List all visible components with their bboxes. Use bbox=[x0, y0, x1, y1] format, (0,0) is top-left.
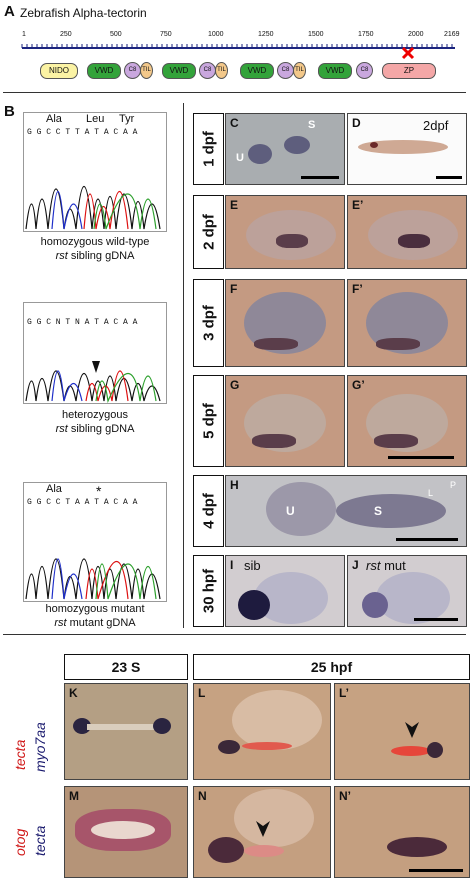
scale-bar bbox=[414, 618, 458, 621]
side-label-2: otog tecta bbox=[12, 825, 48, 856]
scale-bar bbox=[436, 176, 462, 179]
tick-label: 250 bbox=[60, 31, 72, 38]
aa-label: Ala bbox=[46, 483, 62, 495]
image-panel-d: D 2dpf bbox=[347, 113, 467, 185]
panel-b-letter: B bbox=[4, 103, 15, 120]
scale-bar bbox=[396, 538, 458, 541]
tick-label: 1000 bbox=[208, 31, 224, 38]
domain-vwd: VWD bbox=[87, 63, 121, 79]
section-divider bbox=[3, 92, 466, 93]
domain-vwd: VWD bbox=[162, 63, 196, 79]
domain-til: TIL bbox=[140, 62, 153, 79]
domain-vwd: VWD bbox=[318, 63, 352, 79]
image-panel-l-prime: L’ bbox=[334, 683, 470, 780]
domain-til: TIL bbox=[215, 62, 228, 79]
trace-plot bbox=[25, 558, 161, 600]
image-panel-f: F bbox=[225, 279, 345, 367]
image-panel-c: C U S bbox=[225, 113, 345, 185]
row-label-4dpf: 4 dpf bbox=[193, 475, 224, 547]
aa-label: Ala bbox=[46, 113, 62, 125]
mutation-star-icon bbox=[401, 46, 415, 60]
tick-label: 1750 bbox=[358, 31, 374, 38]
domain-c8: C8 bbox=[199, 62, 216, 79]
tick-label: 1 bbox=[22, 31, 26, 38]
image-panel-e: E bbox=[225, 195, 345, 269]
caption-wild-type: homozygous wild-type rst sibling gDNA bbox=[40, 236, 150, 262]
arrowhead-icon bbox=[256, 821, 270, 837]
arrowhead-icon bbox=[92, 361, 100, 373]
caption-mutant: homozygous mutant rst mutant gDNA bbox=[45, 603, 145, 629]
row-label-1dpf: 1 dpf bbox=[193, 113, 224, 185]
aa-label: Leu bbox=[86, 113, 105, 125]
image-panel-n-prime: N’ bbox=[334, 786, 470, 878]
aa-label: Tyr bbox=[119, 113, 135, 125]
vertical-divider bbox=[183, 103, 184, 628]
domain-til: TIL bbox=[293, 62, 306, 79]
domain-c8: C8 bbox=[124, 62, 141, 79]
chromatogram-wild-type: Ala Leu Tyr G G C C T T A T A C A A bbox=[23, 112, 167, 232]
row-label-30hpf: 30 hpf bbox=[193, 555, 224, 627]
scale-bar bbox=[301, 176, 339, 179]
tick-label: 2169 bbox=[444, 31, 460, 38]
tick-label: 1250 bbox=[258, 31, 274, 38]
panel-a-letter: A bbox=[4, 3, 15, 20]
tick-label: 1500 bbox=[308, 31, 324, 38]
sequence-line: G G C C T T A T A C A A bbox=[27, 128, 138, 137]
image-panel-h: H U S L P bbox=[225, 475, 467, 547]
image-panel-i: I sib bbox=[225, 555, 345, 627]
sequence-line: G G C C T A A T A C A A bbox=[27, 498, 138, 507]
row-label-5dpf: 5 dpf bbox=[193, 375, 224, 467]
chromatogram-mutant: Ala * G G C C T A A T A C A A bbox=[23, 482, 167, 602]
header-23s: 23 S bbox=[64, 654, 188, 680]
scale-bar bbox=[409, 869, 463, 872]
image-panel-j: J rst mut bbox=[347, 555, 467, 627]
domain-vwd: VWD bbox=[240, 63, 274, 79]
image-panel-g: G bbox=[225, 375, 345, 467]
image-panel-g-prime: G’ bbox=[347, 375, 467, 467]
panel-a-title: Zebrafish Alpha-tectorin bbox=[20, 6, 147, 20]
trace-plot bbox=[25, 186, 161, 230]
protein-domain-diagram bbox=[21, 44, 455, 60]
caption-heterozygous: heterozygous rst sibling gDNA bbox=[55, 409, 135, 435]
section-divider bbox=[3, 634, 466, 635]
domain-c8: C8 bbox=[356, 62, 373, 79]
tick-label: 500 bbox=[110, 31, 122, 38]
domain-c8: C8 bbox=[277, 62, 294, 79]
side-label-1: tecta myo7aa bbox=[12, 722, 48, 772]
arrowhead-icon bbox=[405, 722, 419, 738]
header-25hpf: 25 hpf bbox=[193, 654, 470, 680]
image-panel-l: L bbox=[193, 683, 331, 780]
chromatogram-heterozygous: G G C N T N A T A C A A bbox=[23, 302, 167, 404]
image-panel-m: M bbox=[64, 786, 188, 878]
scale-bar bbox=[388, 456, 454, 459]
tick-label: 2000 bbox=[408, 31, 424, 38]
image-panel-e-prime: E’ bbox=[347, 195, 467, 269]
image-panel-n: N bbox=[193, 786, 331, 878]
image-panel-k: K bbox=[64, 683, 188, 780]
sequence-line: G G C N T N A T A C A A bbox=[27, 318, 138, 327]
stop-codon-star: * bbox=[96, 483, 102, 499]
row-label-2dpf: 2 dpf bbox=[193, 195, 224, 269]
tick-label: 750 bbox=[160, 31, 172, 38]
image-panel-f-prime: F’ bbox=[347, 279, 467, 367]
domain-nido: NIDO bbox=[40, 63, 78, 79]
tick-labels: 1 250 500 750 1000 1250 1500 1750 2000 2… bbox=[22, 31, 462, 41]
trace-plot bbox=[25, 361, 161, 403]
domain-zp: ZP bbox=[382, 63, 436, 79]
row-label-3dpf: 3 dpf bbox=[193, 279, 224, 367]
